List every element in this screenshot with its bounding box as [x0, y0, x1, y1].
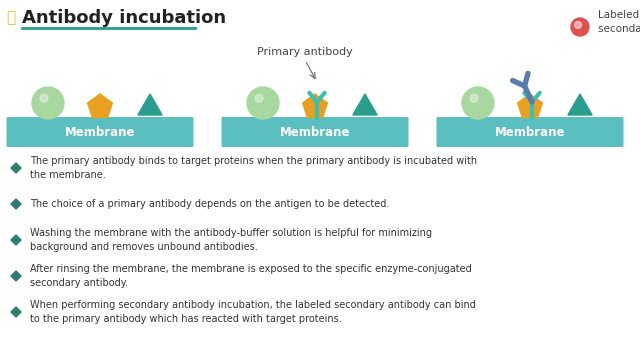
Text: Primary antibody: Primary antibody	[257, 47, 353, 57]
Circle shape	[255, 94, 263, 102]
Polygon shape	[138, 94, 162, 115]
Circle shape	[32, 87, 64, 119]
Polygon shape	[568, 94, 592, 115]
Circle shape	[247, 87, 279, 119]
Text: Washing the membrane with the antibody-buffer solution is helpful for minimizing: Washing the membrane with the antibody-b…	[30, 228, 432, 252]
Polygon shape	[11, 307, 21, 317]
Circle shape	[470, 94, 478, 102]
Text: Antibody incubation: Antibody incubation	[22, 9, 226, 27]
Text: 💡: 💡	[6, 10, 15, 26]
FancyBboxPatch shape	[436, 117, 623, 147]
Text: Labeled
secondary antibody: Labeled secondary antibody	[598, 10, 640, 33]
Text: Membrane: Membrane	[495, 126, 565, 139]
Text: Membrane: Membrane	[280, 126, 350, 139]
Circle shape	[40, 94, 48, 102]
Polygon shape	[353, 94, 377, 115]
Polygon shape	[11, 163, 21, 173]
Polygon shape	[303, 94, 328, 117]
FancyBboxPatch shape	[6, 117, 193, 147]
Polygon shape	[11, 271, 21, 281]
Polygon shape	[11, 199, 21, 209]
Polygon shape	[518, 94, 542, 117]
Circle shape	[571, 18, 589, 36]
FancyBboxPatch shape	[221, 117, 408, 147]
Text: The primary antibody binds to target proteins when the primary antibody is incub: The primary antibody binds to target pro…	[30, 156, 477, 180]
Circle shape	[575, 22, 582, 28]
Text: The choice of a primary antibody depends on the antigen to be detected.: The choice of a primary antibody depends…	[30, 199, 389, 209]
Polygon shape	[11, 235, 21, 245]
Polygon shape	[88, 94, 113, 117]
Text: After rinsing the membrane, the membrane is exposed to the specific enzyme-conju: After rinsing the membrane, the membrane…	[30, 264, 472, 288]
Text: When performing secondary antibody incubation, the labeled secondary antibody ca: When performing secondary antibody incub…	[30, 300, 476, 324]
Circle shape	[462, 87, 494, 119]
Text: Membrane: Membrane	[65, 126, 135, 139]
